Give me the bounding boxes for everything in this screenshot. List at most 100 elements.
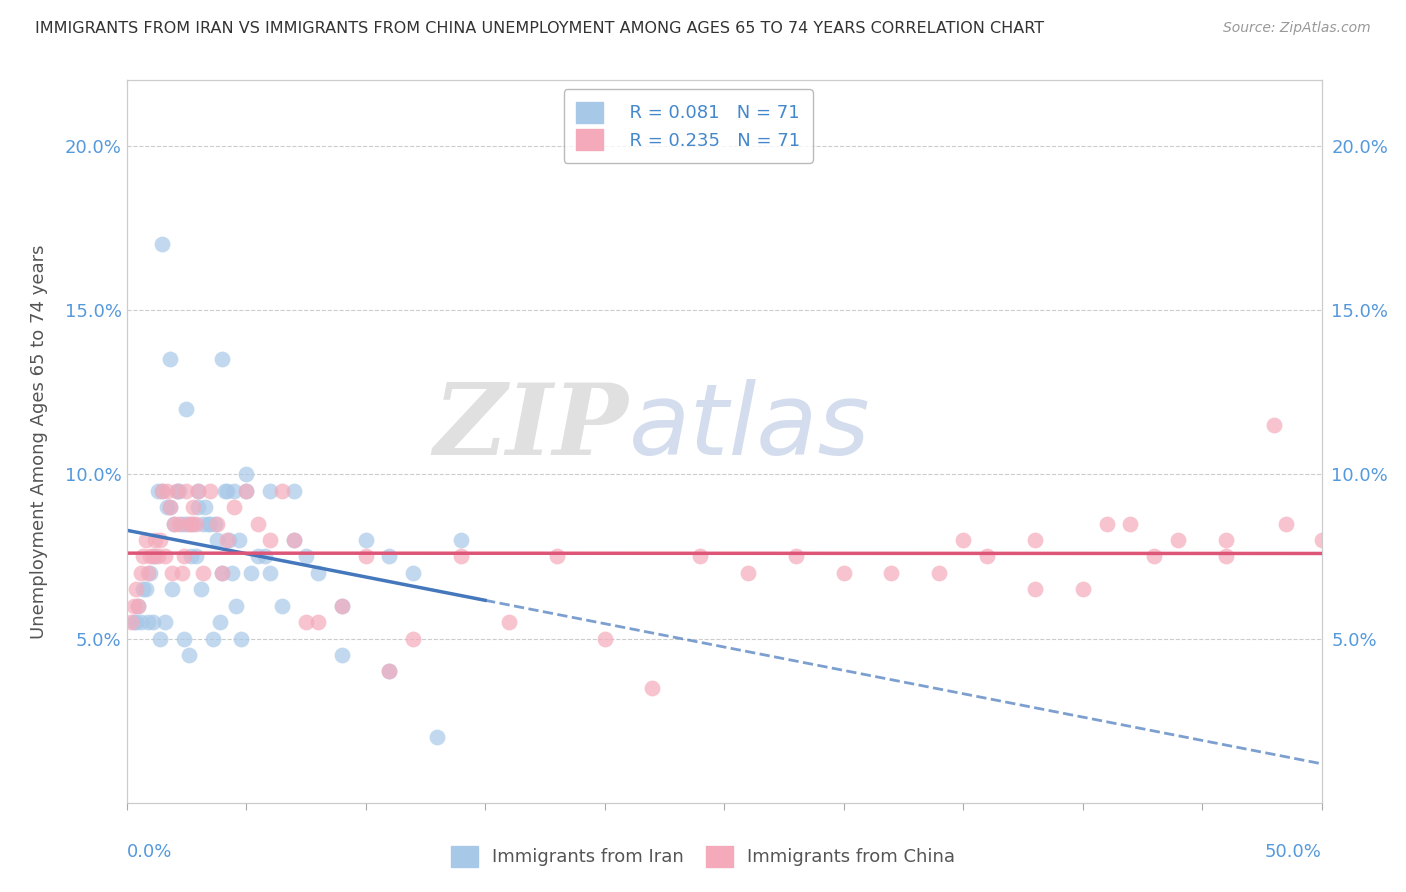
Point (546, 549, 568, 564)
Point (127, 599, 149, 613)
Point (235, 483, 257, 498)
Point (163, 516, 186, 531)
Point (1071, 582, 1094, 597)
Point (378, 665, 401, 679)
Point (177, 516, 200, 531)
Point (498, 615, 520, 630)
Point (160, 582, 183, 597)
Point (142, 615, 165, 630)
Point (1215, 549, 1237, 564)
Point (170, 566, 193, 580)
Point (136, 566, 159, 580)
Point (239, 566, 262, 580)
Point (183, 500, 205, 515)
Point (142, 549, 165, 564)
Point (928, 566, 950, 580)
Point (231, 632, 253, 646)
Point (187, 500, 209, 515)
Point (187, 483, 209, 498)
Point (330, 599, 353, 613)
Point (259, 483, 281, 498)
Point (194, 500, 217, 515)
Point (247, 549, 270, 564)
Point (173, 632, 195, 646)
Point (160, 566, 183, 580)
Point (225, 599, 247, 613)
Point (1095, 516, 1118, 531)
Point (880, 566, 903, 580)
Point (180, 549, 202, 564)
Point (159, 500, 181, 515)
Point (832, 566, 855, 580)
Point (177, 648, 200, 662)
Point (450, 533, 472, 547)
Point (1167, 533, 1189, 547)
Point (307, 615, 329, 630)
Point (166, 483, 188, 498)
Point (259, 533, 281, 547)
Point (143, 549, 166, 564)
Point (330, 599, 353, 613)
Point (191, 566, 214, 580)
Point (378, 549, 401, 564)
Point (208, 615, 231, 630)
Point (207, 533, 229, 547)
Point (132, 549, 155, 564)
Point (1274, 516, 1296, 531)
Point (218, 533, 240, 547)
Point (785, 549, 807, 564)
Legend:   R = 0.081   N = 71,   R = 0.235   N = 71: R = 0.081 N = 71, R = 0.235 N = 71 (564, 89, 813, 162)
Point (235, 467, 257, 482)
Point (222, 500, 246, 515)
Point (139, 549, 162, 564)
Point (737, 566, 759, 580)
Text: 50.0%: 50.0% (1265, 843, 1322, 861)
Text: 0.0%: 0.0% (127, 843, 172, 861)
Point (200, 516, 222, 531)
Point (204, 516, 226, 531)
Point (211, 566, 233, 580)
Point (167, 516, 190, 531)
Point (150, 483, 174, 498)
Point (211, 566, 233, 580)
Point (153, 615, 176, 630)
Point (183, 516, 205, 531)
Point (283, 483, 305, 498)
Point (135, 582, 157, 597)
Point (228, 533, 250, 547)
Point (200, 483, 222, 498)
Point (1215, 533, 1237, 547)
Point (215, 483, 238, 498)
Point (120, 615, 142, 630)
Point (215, 533, 238, 547)
Point (156, 483, 179, 498)
Point (294, 615, 316, 630)
Point (402, 566, 425, 580)
Point (167, 483, 190, 498)
Point (166, 483, 188, 498)
Point (191, 516, 214, 531)
Point (294, 549, 316, 564)
Point (184, 549, 207, 564)
Point (354, 549, 377, 564)
Point (127, 599, 149, 613)
Point (402, 632, 425, 646)
Point (426, 730, 449, 744)
Text: ZIP: ZIP (433, 379, 628, 475)
Point (283, 533, 305, 547)
Point (222, 483, 246, 498)
Point (689, 549, 711, 564)
Point (184, 516, 207, 531)
Point (170, 516, 193, 531)
Point (1310, 533, 1333, 547)
Point (136, 615, 159, 630)
Text: atlas: atlas (628, 378, 870, 475)
Point (122, 615, 145, 630)
Point (1024, 533, 1046, 547)
Point (207, 516, 229, 531)
Point (135, 533, 157, 547)
Point (150, 483, 174, 498)
Point (641, 681, 664, 695)
Point (129, 615, 152, 630)
Y-axis label: Unemployment Among Ages 65 to 74 years: Unemployment Among Ages 65 to 74 years (30, 244, 48, 639)
